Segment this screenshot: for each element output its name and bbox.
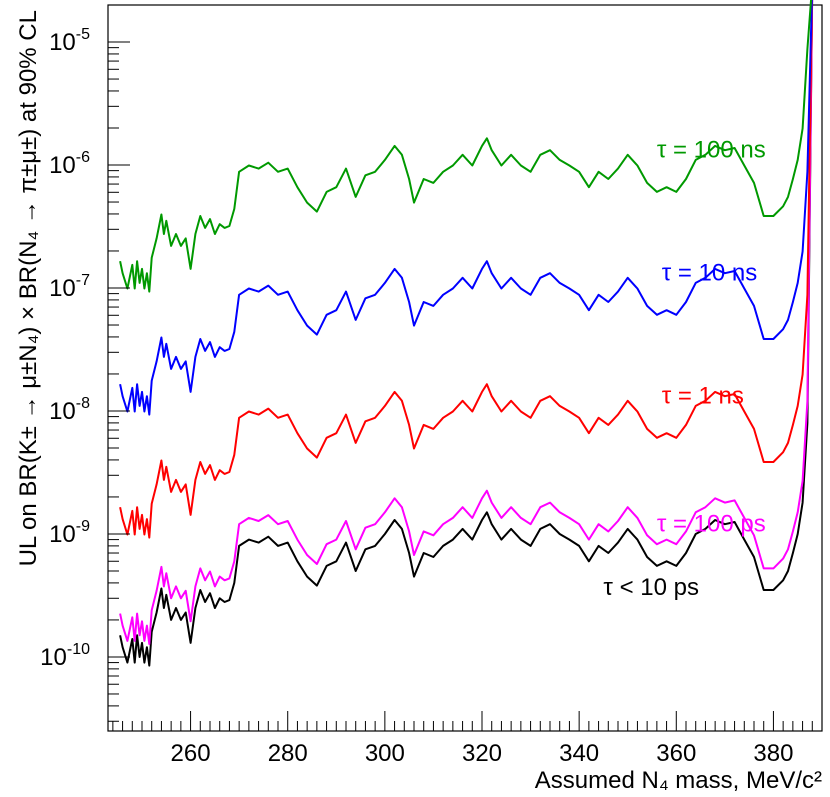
series-line-2: [119, 0, 814, 539]
series-label-3: τ = 10 ns: [662, 260, 758, 287]
x-tick-label: 280: [268, 740, 308, 767]
y-tick-label: 10-8: [49, 395, 90, 425]
series-line-0: [119, 0, 814, 667]
series-line-3: [119, 0, 813, 416]
x-axis-label: Assumed N₄ mass, MeV/c²: [535, 767, 822, 794]
series-label-0: τ < 10 ps: [603, 574, 699, 601]
y-tick-label: 10-10: [40, 641, 90, 671]
x-tick-label: 300: [365, 740, 405, 767]
x-tick-label: 360: [656, 740, 696, 767]
series-label-4: τ = 100 ns: [657, 137, 766, 164]
plot-frame: [107, 4, 823, 732]
x-tick-label: 340: [559, 740, 599, 767]
x-tick-label: 320: [462, 740, 502, 767]
x-tick-label: 380: [753, 740, 793, 767]
y-tick-label: 10-9: [49, 518, 90, 548]
series-line-1: [119, 0, 814, 645]
y-tick-label: 10-7: [49, 272, 90, 302]
series-label-2: τ = 1 ns: [662, 383, 744, 410]
y-tick-label: 10-6: [49, 149, 90, 179]
series-line-4: [119, 0, 813, 293]
y-tick-label: 10-5: [49, 26, 90, 56]
x-tick-label: 260: [171, 740, 211, 767]
series-label-1: τ = 100 ps: [657, 510, 766, 537]
y-axis-label: UL on BR(K± → μ±N₄) × BR(N₄ → π±μ±) at 9…: [15, 10, 42, 566]
